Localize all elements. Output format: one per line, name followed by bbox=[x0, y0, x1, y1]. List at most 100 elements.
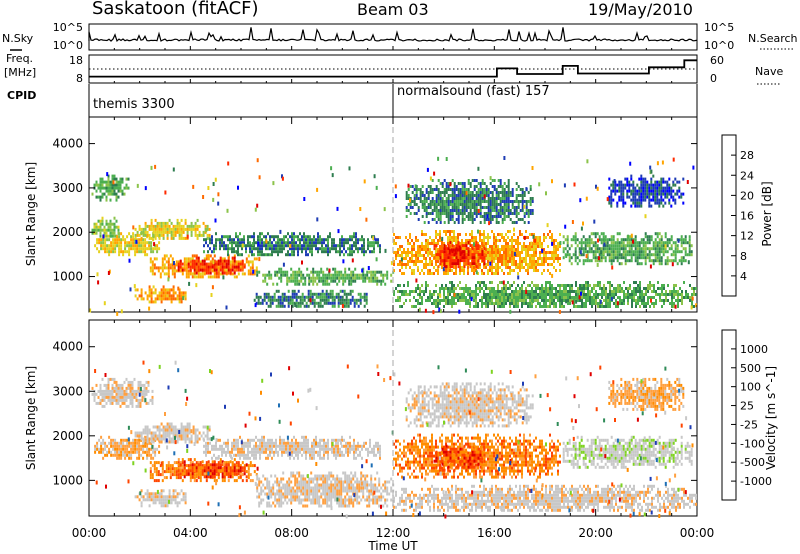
power-cell bbox=[461, 218, 464, 221]
power-cell bbox=[154, 236, 157, 240]
power-cell bbox=[265, 292, 268, 296]
power-cell bbox=[507, 299, 509, 302]
power-cell bbox=[164, 230, 167, 234]
power-cell bbox=[620, 238, 623, 242]
power-cell bbox=[278, 267, 281, 271]
power-cell bbox=[138, 294, 141, 298]
power-cell bbox=[495, 203, 498, 206]
power-cell bbox=[638, 250, 641, 254]
power-cell bbox=[243, 238, 245, 242]
power-cell bbox=[507, 182, 510, 185]
power-cell bbox=[439, 287, 441, 290]
power-cell bbox=[301, 301, 304, 305]
power-cell bbox=[237, 235, 239, 239]
power-cell bbox=[451, 256, 454, 260]
power-cell bbox=[168, 230, 171, 234]
power-cell bbox=[368, 279, 371, 283]
power-cell bbox=[253, 232, 255, 236]
power-cell bbox=[152, 238, 155, 242]
power-cell bbox=[604, 259, 607, 263]
power-cell bbox=[674, 192, 677, 196]
power-cell bbox=[644, 244, 647, 248]
power-speck bbox=[571, 300, 574, 305]
power-cell bbox=[325, 298, 328, 302]
power-cell bbox=[269, 244, 271, 248]
power-cell bbox=[481, 296, 483, 299]
power-speck bbox=[182, 296, 185, 301]
power-cell bbox=[454, 248, 457, 252]
power-cell bbox=[327, 253, 329, 257]
power-cell bbox=[370, 270, 373, 274]
power-cell bbox=[257, 295, 260, 299]
power-speck bbox=[429, 251, 432, 256]
power-cell bbox=[170, 288, 173, 292]
power-cell bbox=[471, 256, 474, 260]
power-cell bbox=[493, 296, 495, 299]
power-cell bbox=[405, 251, 407, 254]
power-cell bbox=[653, 287, 655, 290]
power-cell bbox=[142, 227, 145, 231]
power-cell bbox=[277, 298, 280, 302]
power-cell bbox=[629, 284, 631, 287]
power-cell bbox=[429, 257, 431, 260]
power-cell bbox=[429, 248, 431, 251]
power-cell bbox=[174, 224, 177, 228]
power-cell bbox=[393, 242, 395, 245]
power-cell bbox=[239, 260, 242, 264]
power-cell bbox=[351, 298, 354, 302]
power-cell bbox=[455, 185, 458, 188]
power-cell bbox=[676, 244, 679, 248]
power-cell bbox=[461, 209, 464, 212]
power-cell bbox=[397, 290, 399, 293]
power-cell bbox=[304, 282, 307, 286]
power-cell bbox=[614, 183, 617, 187]
power-cell bbox=[136, 250, 139, 254]
power-cell bbox=[501, 296, 503, 299]
power-cell bbox=[413, 269, 415, 272]
power-cell bbox=[298, 279, 301, 283]
power-cell bbox=[107, 186, 110, 190]
power-cell bbox=[164, 294, 167, 298]
power-cell bbox=[429, 296, 431, 299]
power-cell bbox=[327, 298, 330, 302]
power-cell bbox=[654, 256, 657, 260]
power-cell bbox=[358, 276, 361, 280]
power-cell bbox=[680, 262, 683, 266]
power-cell bbox=[435, 260, 437, 263]
power-cell bbox=[256, 270, 259, 274]
power-cell bbox=[253, 247, 255, 251]
power-cell bbox=[354, 267, 357, 271]
power-cell bbox=[658, 192, 661, 196]
power-cell bbox=[535, 284, 537, 287]
nsky-label: N.Sky bbox=[2, 32, 34, 45]
power-cell bbox=[586, 250, 589, 254]
power-cell bbox=[539, 290, 541, 293]
power-cell bbox=[295, 301, 298, 305]
power-cell bbox=[491, 200, 494, 203]
power-cell bbox=[451, 179, 454, 182]
power-cell bbox=[539, 287, 541, 290]
power-speck bbox=[457, 258, 460, 263]
power-cell bbox=[616, 247, 619, 251]
power-cell bbox=[583, 284, 585, 287]
power-cell bbox=[403, 248, 405, 251]
power-cell bbox=[469, 265, 472, 269]
power-cell bbox=[578, 241, 581, 245]
power-cell bbox=[642, 247, 645, 251]
power-cell bbox=[452, 248, 455, 252]
power-cell bbox=[319, 292, 322, 296]
power-cell bbox=[588, 238, 591, 242]
power-cell bbox=[632, 192, 635, 196]
power-cell bbox=[429, 185, 432, 188]
power-cell bbox=[547, 290, 549, 293]
power-cell bbox=[421, 260, 423, 263]
power-cell bbox=[264, 273, 267, 277]
power-cell bbox=[531, 281, 533, 284]
power-cell bbox=[505, 197, 508, 200]
power-cell bbox=[469, 250, 472, 254]
power-cell bbox=[598, 235, 601, 239]
power-cell bbox=[443, 206, 446, 209]
power-cell bbox=[227, 262, 230, 266]
power-cell bbox=[582, 250, 585, 254]
power-cell bbox=[519, 287, 521, 290]
